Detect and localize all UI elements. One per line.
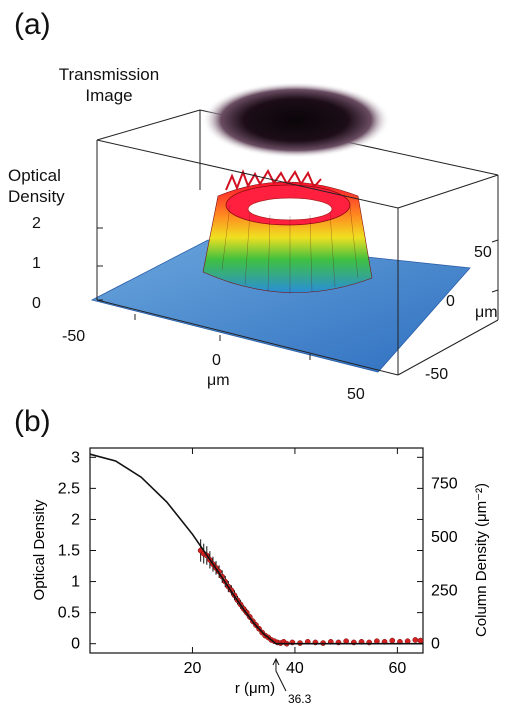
od-label-line1: Optical [8,166,61,185]
z-tick-2: 2 [32,215,41,232]
y-tick-label: 2 [71,511,80,528]
optical-density-label-3d: Optical Density [8,165,65,207]
transmission-image [202,82,390,158]
z-tick-0: 0 [32,295,41,312]
right-tick-label: 0 [431,636,440,653]
y-unit-label: μm [475,304,498,321]
x-axis-label: r (μm) [235,680,275,697]
transmission-image-label: Transmission Image [34,64,184,106]
x-tick-label: 60 [388,660,406,677]
x-unit-label: μm [207,372,230,389]
data-point [417,637,424,644]
right-tick-label: 750 [431,476,458,493]
y-axis-label: Optical Density [31,499,48,600]
y-tick-50: 50 [474,244,492,261]
fit-curve [89,453,423,645]
transmission-label-line2: Image [85,86,133,105]
y-tick-label: 0 [71,636,80,653]
panel-a-label: (a) [14,8,51,41]
right-tick-label: 250 [431,582,458,599]
density-ring [202,168,373,294]
x-tick-0: 0 [212,352,221,369]
annotation-arrow [272,657,287,692]
x-tick-label: 20 [184,660,202,677]
od-label-line2: Density [8,187,65,206]
axis-tick-marks-3d [97,227,499,360]
annotation-36-3: 36.3 [288,692,312,706]
z-tick-1: 1 [32,255,41,272]
x-tick-50: 50 [347,386,365,403]
right-tick-label: 500 [431,529,458,546]
y-tick-label: 1.5 [58,543,80,560]
right-axis-label: Column Density (μm⁻²) [473,483,490,637]
y-tick-neg50: -50 [425,366,449,383]
y-tick-label: 0.5 [58,605,80,622]
y-tick-label: 1 [71,574,80,591]
data-point [389,637,396,644]
x-tick-neg50: -50 [62,328,86,345]
box-frame-front [96,139,499,376]
y-tick-label: 2.5 [58,480,80,497]
y-tick-label: 3 [71,449,80,466]
panel-b-label: (b) [14,405,51,438]
data-point [412,637,419,643]
y-tick-0: 0 [446,293,455,310]
transmission-label-line1: Transmission [58,65,160,84]
floor-surface [90,239,471,373]
x-tick-label: 40 [286,660,304,677]
surface-plot-3d [90,82,499,376]
